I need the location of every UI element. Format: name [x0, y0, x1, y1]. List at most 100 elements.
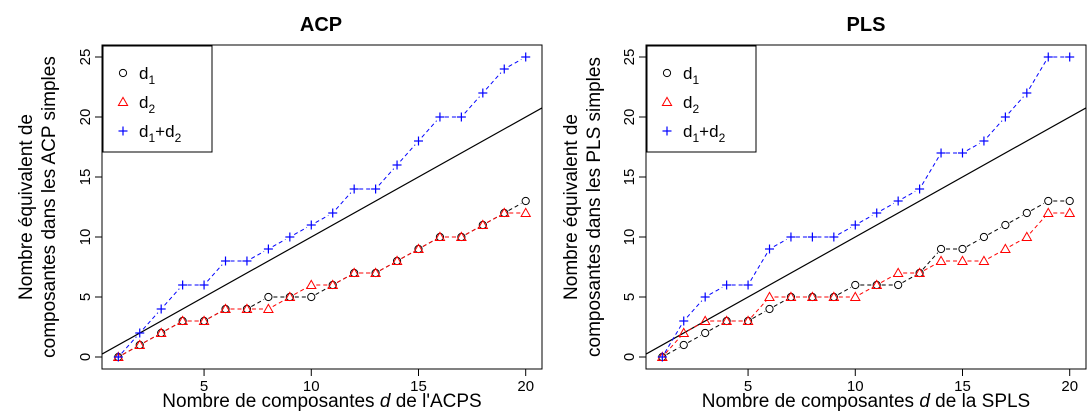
series-line-segment	[165, 323, 179, 331]
series-line-segment	[687, 323, 702, 331]
series-line-segment	[1009, 215, 1023, 223]
legend-marker	[117, 96, 129, 106]
data-point	[807, 232, 817, 242]
legend-label: d2	[683, 93, 699, 116]
data-point	[806, 291, 818, 301]
series-line-segment	[293, 287, 308, 295]
series-line-segment	[922, 252, 939, 270]
data-point	[915, 184, 925, 194]
data-point	[371, 184, 381, 194]
series-line-segment	[859, 287, 873, 295]
series-line-segment	[421, 120, 437, 138]
data-point	[721, 315, 733, 325]
data-point	[413, 243, 424, 253]
y-axis-label-line-2: composantes dans les ACP simples	[39, 56, 60, 358]
data-point	[1022, 208, 1031, 218]
data-point	[1043, 52, 1053, 62]
series-line-segment	[378, 168, 395, 186]
data-point	[678, 327, 690, 337]
y-tick-label: 10	[77, 229, 94, 246]
series-line-segment	[272, 239, 286, 247]
data-point	[1042, 207, 1054, 217]
data-point	[392, 160, 402, 170]
data-point	[851, 280, 860, 290]
series-line-segment	[986, 120, 1003, 138]
series-line-segment	[709, 323, 723, 331]
data-point	[370, 267, 382, 277]
series-2	[112, 207, 532, 361]
x-tick-label: 5	[200, 378, 208, 395]
data-point	[305, 279, 317, 289]
legend-marker	[118, 68, 128, 78]
y-tick-label: 20	[621, 109, 638, 126]
data-point	[764, 291, 775, 301]
data-point	[478, 88, 488, 98]
y-tick-label: 15	[77, 169, 94, 186]
data-point	[657, 352, 667, 362]
series-1	[114, 196, 530, 362]
data-point	[327, 279, 339, 289]
series-line-segment	[664, 325, 682, 353]
series-line-segment	[880, 275, 895, 283]
series-line-segment	[686, 300, 703, 318]
data-point	[134, 339, 146, 349]
legend-label: d2	[139, 93, 155, 116]
x-axis-label: Nombre de composantes d de l'ACPS	[162, 391, 481, 412]
series-line-segment	[121, 336, 137, 354]
data-point	[979, 136, 989, 146]
series-line-segment	[1029, 216, 1046, 234]
series-line-segment	[666, 347, 680, 355]
data-point	[894, 280, 903, 290]
series-line-segment	[709, 287, 723, 295]
data-point	[499, 64, 509, 74]
data-point	[742, 315, 754, 325]
series-line-segment	[315, 287, 329, 295]
data-point	[135, 328, 145, 338]
data-point	[113, 352, 123, 362]
series-3	[657, 52, 1075, 362]
x-axis-label: Nombre de composantes d de la SPLS	[702, 391, 1030, 412]
data-point	[177, 315, 189, 325]
data-point	[521, 52, 531, 62]
data-point	[1065, 196, 1074, 206]
legend-label: d1+d2	[683, 122, 726, 145]
data-point	[849, 291, 861, 301]
series-line-segment	[837, 287, 852, 295]
y-axis-label-line-1: Nombre équivalent de	[16, 114, 37, 300]
series-line-segment	[837, 227, 852, 235]
series-line-segment	[508, 59, 522, 67]
x-tick-label: 10	[303, 378, 320, 395]
series-line-segment	[122, 347, 136, 355]
series-line-segment	[902, 275, 916, 283]
reference-line	[646, 107, 1086, 355]
data-point	[307, 292, 316, 302]
series-line-segment	[750, 253, 768, 281]
y-tick-label: 0	[77, 353, 94, 361]
series-line-segment	[665, 336, 681, 354]
data-point	[241, 303, 253, 313]
y-axis-label-line-2: composantes dans les PLS simples	[584, 57, 605, 357]
series-1	[658, 196, 1074, 362]
series-2	[656, 207, 1076, 361]
data-point	[699, 315, 711, 325]
data-point	[958, 244, 967, 254]
series-line-segment	[902, 191, 916, 199]
y-tick-label: 0	[621, 353, 638, 361]
series-line-segment	[143, 335, 158, 343]
legend-marker	[661, 96, 673, 106]
legend: d1 d2 d1+d2	[102, 45, 213, 153]
data-point	[765, 244, 775, 254]
data-point	[978, 255, 990, 265]
chart-title: PLS	[847, 14, 886, 36]
data-point	[477, 219, 489, 229]
data-point	[328, 208, 338, 218]
data-point	[156, 304, 166, 314]
plot-frame	[645, 44, 1087, 370]
series-line-segment	[1030, 203, 1045, 211]
series-line-segment	[988, 251, 1002, 259]
data-point	[456, 112, 466, 122]
series-line-segment	[142, 312, 159, 330]
legend-label: d1	[683, 64, 699, 87]
y-tick-label: 15	[621, 169, 638, 186]
y-axis-label-line-1: Nombre équivalent de	[561, 114, 582, 300]
